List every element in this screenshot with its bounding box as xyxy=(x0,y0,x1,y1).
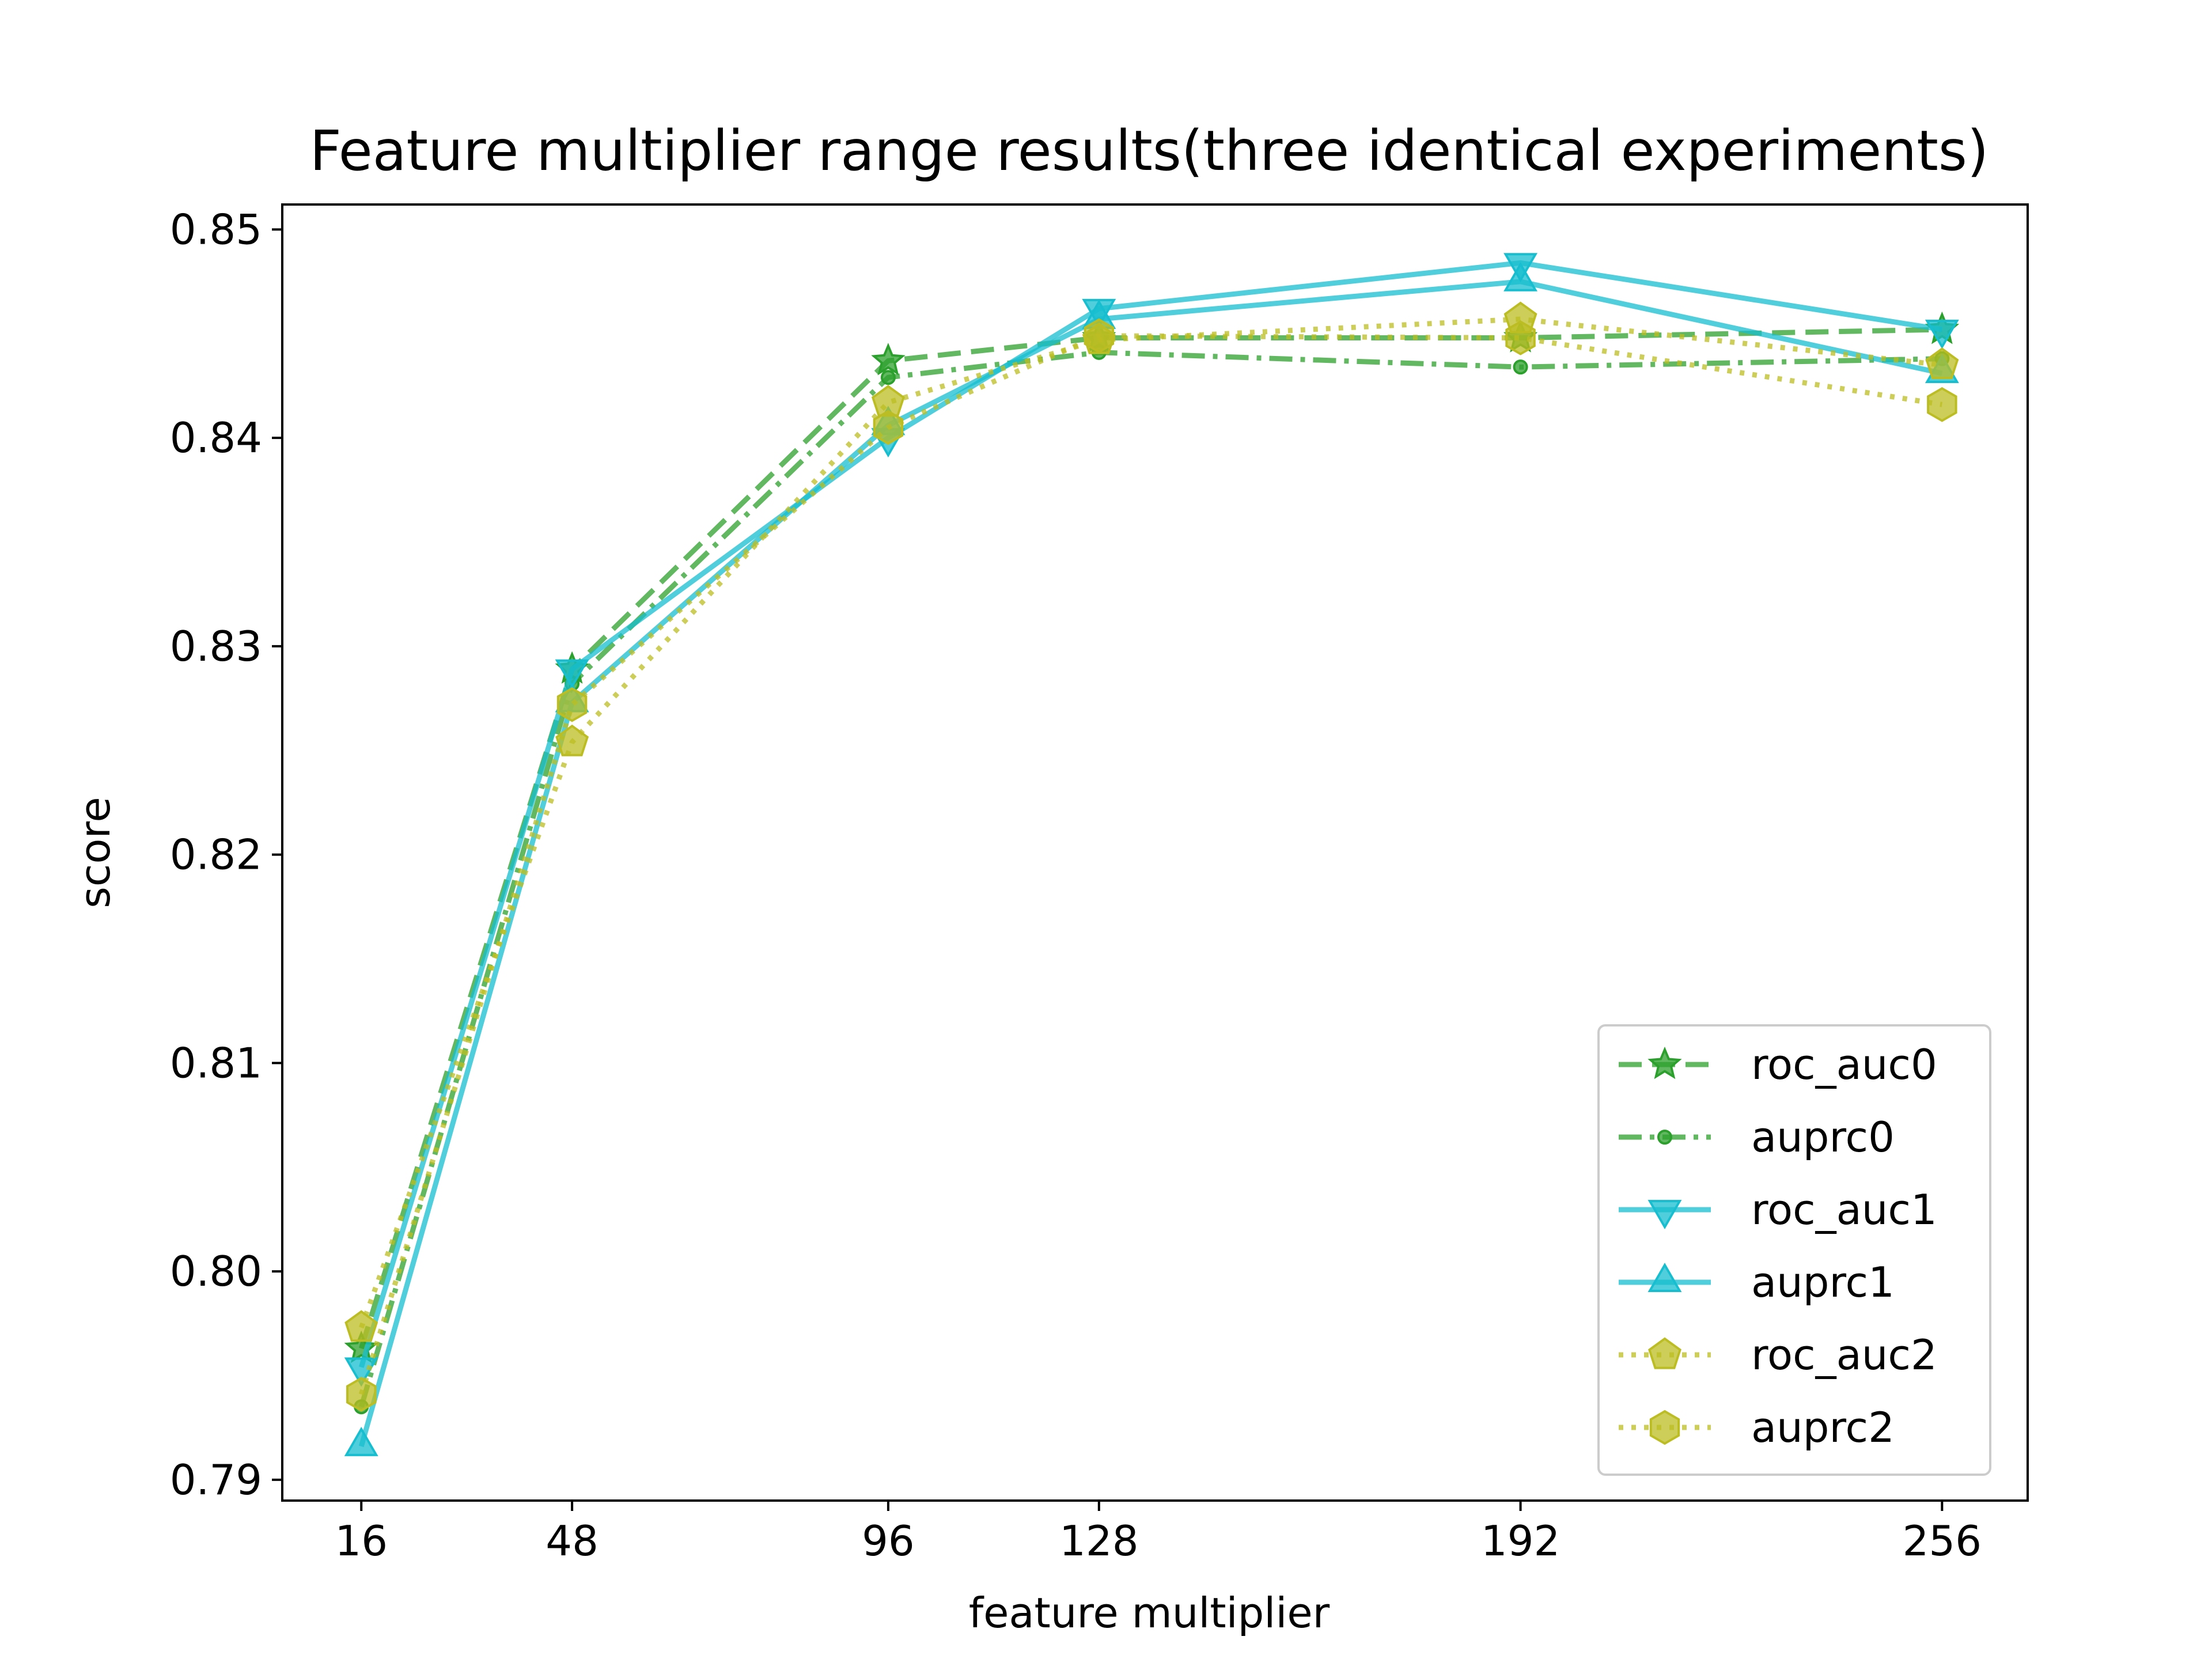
data-point-auprc2 xyxy=(873,410,904,445)
data-point-roc_auc1 xyxy=(1925,320,1959,350)
legend-item-auprc1: auprc1 xyxy=(1619,1258,1895,1306)
series-line-auprc2 xyxy=(358,333,1943,1395)
data-point-roc_auc1 xyxy=(344,1357,378,1387)
legend-label: auprc0 xyxy=(1751,1113,1895,1161)
data-point-roc_auc2 xyxy=(555,724,589,756)
y-axis-label: score xyxy=(71,797,119,908)
series-line-roc_auc0 xyxy=(358,327,1942,1350)
legend-label: roc_auc0 xyxy=(1751,1040,1937,1089)
legend-item-auprc0: auprc0 xyxy=(1619,1113,1895,1161)
legend-marker xyxy=(1647,1263,1682,1292)
y-tick-label: 0.85 xyxy=(170,205,262,253)
y-tick-label: 0.79 xyxy=(170,1456,262,1504)
legend-label: auprc2 xyxy=(1751,1403,1895,1452)
y-tick-label: 0.82 xyxy=(170,831,262,879)
legend-item-roc_auc1: roc_auc1 xyxy=(1619,1185,1937,1234)
data-point-auprc0 xyxy=(1513,359,1528,375)
series-auprc2 xyxy=(346,318,1957,1412)
legend-item-roc_auc0: roc_auc0 xyxy=(1619,1040,1937,1089)
data-point-auprc2 xyxy=(556,687,588,722)
data-point-auprc2 xyxy=(1927,387,1957,422)
data-point-auprc0 xyxy=(880,370,896,385)
data-point-auprc1 xyxy=(344,1426,378,1456)
x-axis-label: feature multiplier xyxy=(969,1589,1330,1637)
legend-marker xyxy=(1649,1410,1680,1445)
legend-marker xyxy=(1648,1337,1681,1369)
legend-item-roc_auc2: roc_auc2 xyxy=(1619,1331,1937,1379)
series-line-auprc0 xyxy=(358,350,1942,1408)
data-point-roc_auc2 xyxy=(1925,347,1959,380)
y-tick-label: 0.81 xyxy=(170,1039,262,1087)
x-tick-label: 192 xyxy=(1481,1517,1560,1565)
legend-item-auprc2: auprc2 xyxy=(1619,1403,1895,1452)
data-point-roc_auc1 xyxy=(555,659,589,689)
y-tick-label: 0.80 xyxy=(170,1247,262,1296)
legend-marker xyxy=(1647,1200,1682,1229)
chart-title: Feature multiplier range results(three i… xyxy=(310,119,1989,183)
legend-marker xyxy=(1647,1046,1682,1080)
y-tick-label: 0.84 xyxy=(170,414,262,462)
data-point-auprc2 xyxy=(1084,318,1115,354)
y-tick-label: 0.83 xyxy=(170,622,262,671)
data-point-auprc1 xyxy=(1503,262,1538,291)
data-point-roc_auc0 xyxy=(344,1330,378,1363)
data-point-auprc2 xyxy=(1505,320,1536,355)
data-point-roc_auc2 xyxy=(344,1310,378,1342)
plot-area-frame xyxy=(281,203,2029,1502)
x-tick-label: 128 xyxy=(1059,1517,1138,1565)
x-tick-label: 48 xyxy=(546,1517,599,1565)
x-tick-label: 96 xyxy=(862,1517,915,1565)
x-tick-label: 256 xyxy=(1903,1517,1982,1565)
legend: roc_auc0 auprc0 roc_auc1 auprc1 roc_auc2aupr… xyxy=(1597,1024,1991,1476)
legend-label: roc_auc2 xyxy=(1751,1331,1937,1379)
legend-marker xyxy=(1657,1130,1672,1145)
x-tick-label: 16 xyxy=(335,1517,388,1565)
legend-label: roc_auc1 xyxy=(1751,1185,1937,1234)
legend-label: auprc1 xyxy=(1751,1258,1895,1306)
data-point-auprc2 xyxy=(346,1377,377,1412)
data-point-roc_auc0 xyxy=(871,343,906,376)
series-line-auprc1 xyxy=(358,279,1943,1448)
